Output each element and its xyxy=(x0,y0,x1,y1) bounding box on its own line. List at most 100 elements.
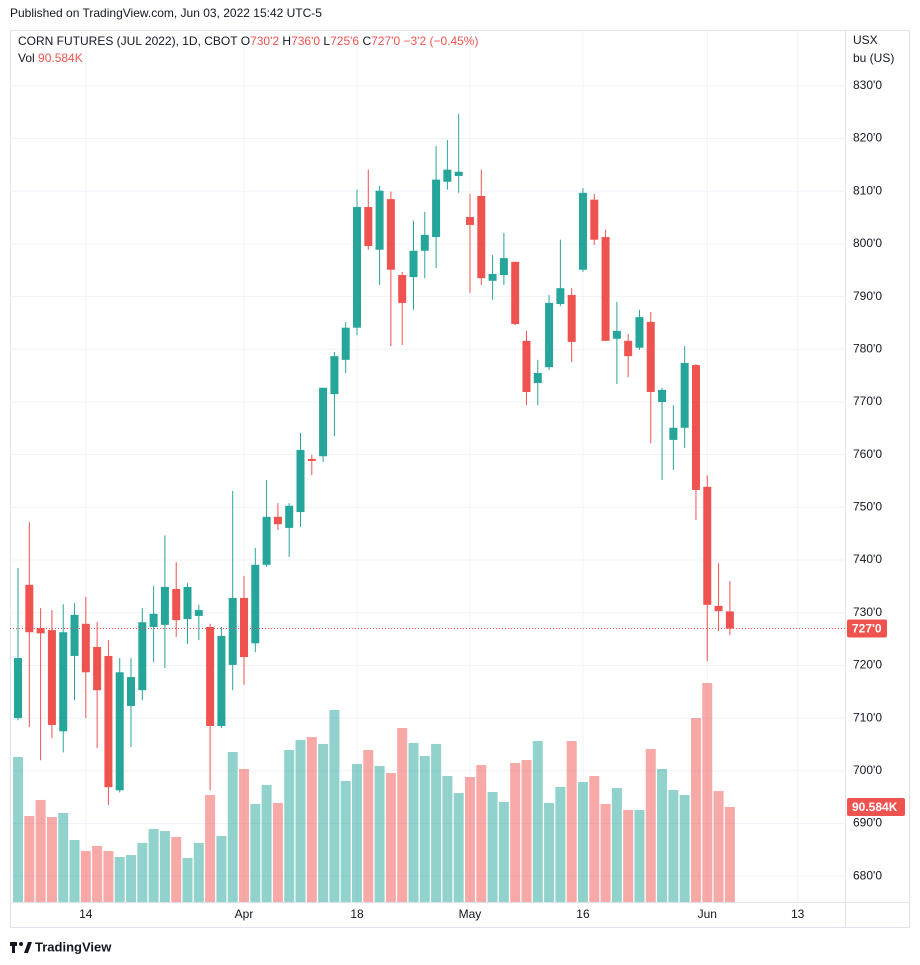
volume-bar xyxy=(442,776,453,902)
candle-body xyxy=(658,389,667,402)
candle-body xyxy=(511,261,520,325)
volume-bar xyxy=(408,742,419,902)
volume-bar xyxy=(80,851,91,902)
y-tick-label: 780'0 xyxy=(853,341,882,355)
candle-body xyxy=(285,505,294,528)
volume-bar xyxy=(171,836,182,902)
volume-bar xyxy=(46,817,57,902)
volume-bar xyxy=(126,855,137,902)
price-tag-label: 727'0 xyxy=(852,622,882,636)
candle-body xyxy=(680,362,689,428)
candle-body xyxy=(149,613,158,627)
volume-bar xyxy=(58,812,69,902)
volume-bar xyxy=(679,795,690,902)
y-tick-label: 680'0 xyxy=(853,868,882,882)
brand: TradingView xyxy=(35,939,112,954)
volume-bar xyxy=(239,769,250,902)
x-tick-label: 18 xyxy=(350,907,364,921)
candle-body xyxy=(443,169,452,182)
candle-body xyxy=(240,597,249,657)
legend-key: L xyxy=(323,34,330,48)
legend-key: O xyxy=(241,34,250,48)
volume-bar xyxy=(623,810,634,902)
volume-bar xyxy=(261,784,272,902)
candle-body xyxy=(590,199,599,240)
volume-bar xyxy=(250,804,261,902)
volume-bar xyxy=(182,857,193,902)
candle-body xyxy=(454,171,463,176)
candle-body xyxy=(386,199,395,270)
legend-value: 730'2 xyxy=(250,34,279,48)
volume-bar xyxy=(272,802,283,902)
x-tick-label: May xyxy=(459,907,482,921)
candle-body xyxy=(578,192,587,270)
volume-bar xyxy=(544,802,555,902)
legend-symbol: CORN FUTURES (JUL 2022), 1D, CBOT xyxy=(18,34,238,48)
volume-bar xyxy=(148,829,159,902)
candle-body xyxy=(669,427,678,440)
plot xyxy=(13,113,735,902)
y-tick-label: 770'0 xyxy=(853,394,882,408)
volume-bar xyxy=(295,739,306,902)
candle-body xyxy=(635,317,644,348)
candle-body xyxy=(545,302,554,368)
volume-tag xyxy=(847,797,905,816)
candle-body xyxy=(477,195,486,279)
volume-bar xyxy=(306,737,317,902)
legend-key: H xyxy=(282,34,291,48)
candle-body xyxy=(691,365,700,490)
volume-bar xyxy=(216,836,227,902)
volume-bar xyxy=(566,741,577,902)
volume-bar xyxy=(431,743,442,902)
candle-body xyxy=(138,622,147,691)
candle-body xyxy=(341,327,350,360)
volume-bar xyxy=(724,806,735,902)
candle-body xyxy=(296,449,305,513)
x-tick-label: Jun xyxy=(698,907,717,921)
volume-bar xyxy=(114,857,125,902)
volume-bar xyxy=(205,795,216,902)
x-tick-label: Apr xyxy=(235,907,254,921)
volume-bar xyxy=(374,765,385,902)
candle-body xyxy=(194,610,203,616)
volume-bar xyxy=(600,804,611,902)
candle-body xyxy=(364,207,373,247)
volume-bar xyxy=(193,842,204,902)
volume-bar xyxy=(510,763,521,902)
candle-body xyxy=(70,614,79,656)
published-note: Published on TradingView.com, Jun 03, 20… xyxy=(10,6,322,20)
y-tick-label: 710'0 xyxy=(853,710,882,724)
candle-body xyxy=(81,623,90,673)
candle-body xyxy=(262,516,271,565)
volume-bar xyxy=(363,750,374,902)
volume-bar xyxy=(521,759,532,902)
volume-bar xyxy=(159,830,170,902)
brand-logo xyxy=(10,942,32,953)
y-tick-label: 800'0 xyxy=(853,236,882,250)
candle-body xyxy=(104,655,113,788)
y-tick-label: 740'0 xyxy=(853,552,882,566)
y-tick-label: 730'0 xyxy=(853,605,882,619)
currency: USX xyxy=(853,33,878,47)
candle-body xyxy=(398,275,407,303)
candle-body xyxy=(25,584,34,633)
x-tick-label: 14 xyxy=(79,907,93,921)
candle-body xyxy=(115,672,124,791)
volume-bar xyxy=(13,756,24,902)
candle-body xyxy=(172,589,181,621)
legend-change: −3'2 (−0.45%) xyxy=(403,34,478,48)
candle-body xyxy=(624,340,633,357)
candle-body xyxy=(646,321,655,392)
candle-body xyxy=(93,646,102,691)
candle-body xyxy=(127,677,136,706)
y-tick-label: 790'0 xyxy=(853,289,882,303)
chart-frame xyxy=(10,30,910,928)
price-tag xyxy=(847,619,887,638)
volume-legend: Vol 90.584K xyxy=(18,51,83,65)
volume-bar xyxy=(351,763,362,902)
volume-bar xyxy=(611,787,622,902)
y-tick-label: 810'0 xyxy=(853,183,882,197)
volume-bar xyxy=(69,840,80,902)
volume-bar xyxy=(498,801,509,902)
